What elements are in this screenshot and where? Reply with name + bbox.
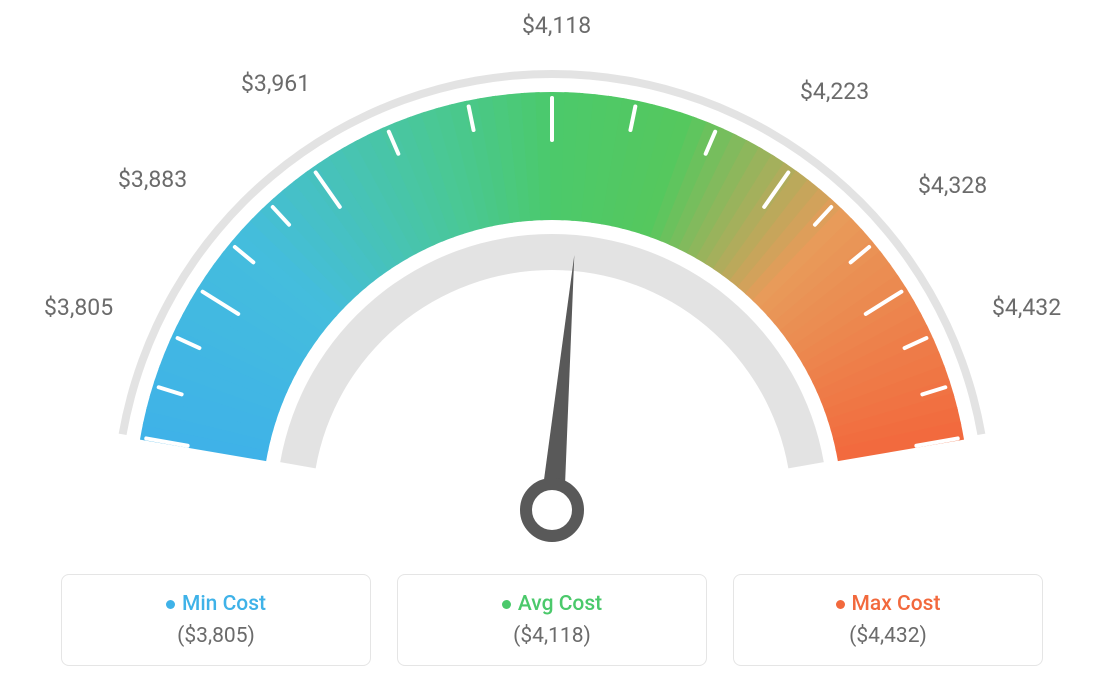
gauge-tick-label: $4,118 (522, 12, 591, 39)
legend-title-avg: Avg Cost (502, 592, 602, 616)
legend-dot-icon (166, 600, 175, 609)
gauge-tick-label: $3,961 (241, 70, 310, 97)
legend-value-max: ($4,432) (849, 624, 927, 648)
legend-dot-icon (836, 600, 845, 609)
legend-title-text: Avg Cost (518, 592, 602, 616)
legend-title-max: Max Cost (836, 592, 941, 616)
legend-card-min: Min Cost ($3,805) (61, 574, 371, 666)
chart-container: $3,805 $3,883 $3,961 $4,118 $4,223 $4,328 $4,4… (0, 0, 1104, 690)
gauge-tick-label: $4,328 (918, 172, 987, 199)
legend-value-avg: ($4,118) (513, 624, 591, 648)
gauge-needle-hub (526, 484, 578, 536)
legend-title-text: Min Cost (182, 592, 266, 616)
gauge-svg (82, 40, 1022, 560)
legend-card-max: Max Cost ($4,432) (733, 574, 1043, 666)
legend-value-min: ($3,805) (177, 624, 255, 648)
legend-title-text: Max Cost (852, 592, 941, 616)
legend-card-avg: Avg Cost ($4,118) (397, 574, 707, 666)
gauge-tick-label: $4,432 (992, 294, 1061, 321)
gauge-tick-label: $3,883 (118, 166, 187, 193)
legend-dot-icon (502, 600, 511, 609)
gauge-needle (540, 255, 574, 511)
gauge-tick-label: $3,805 (44, 294, 113, 321)
gauge-tick-label: $4,223 (800, 78, 869, 105)
legend-title-min: Min Cost (166, 592, 266, 616)
legend-row: Min Cost ($3,805) Avg Cost ($4,118) Max Cost… (61, 574, 1043, 666)
gauge-wrap: $3,805 $3,883 $3,961 $4,118 $4,223 $4,328 $4,4… (0, 0, 1104, 560)
